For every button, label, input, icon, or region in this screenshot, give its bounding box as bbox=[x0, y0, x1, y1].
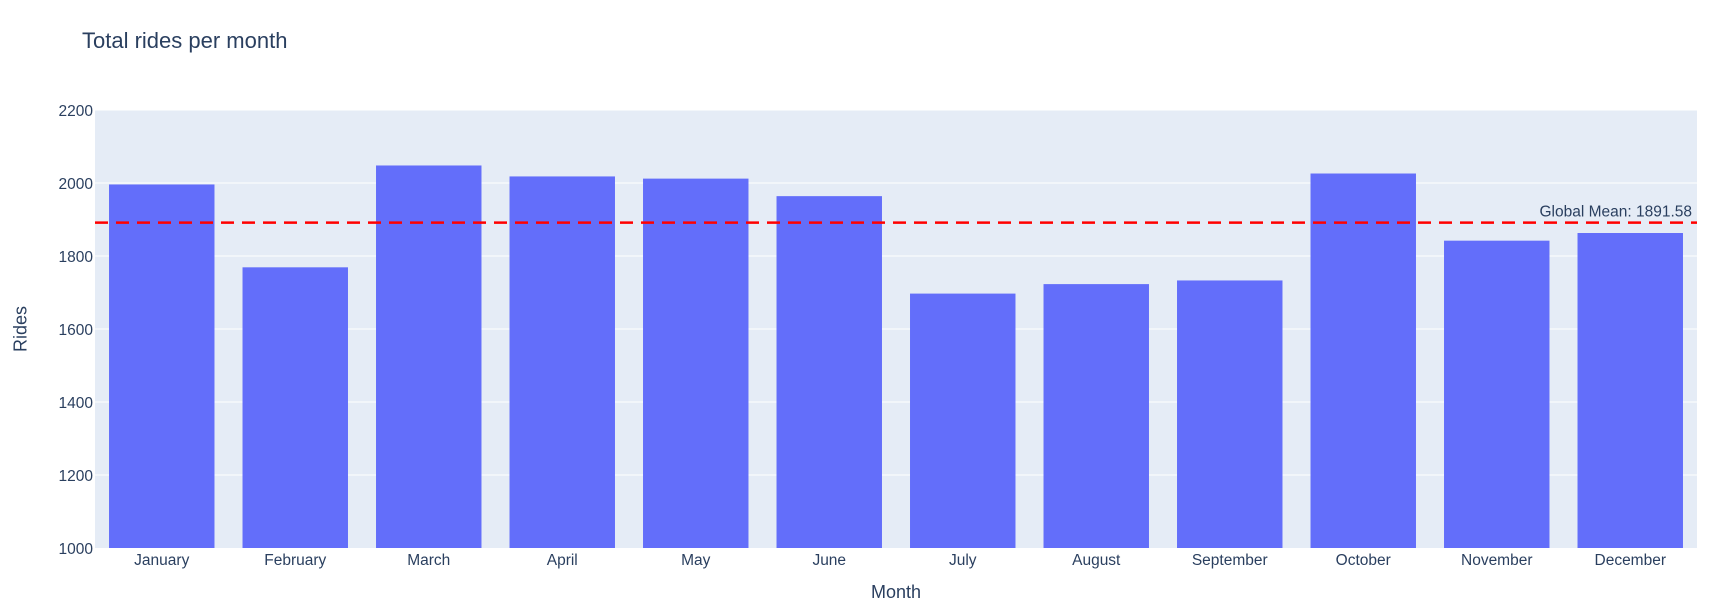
gridlines bbox=[95, 109, 1697, 476]
x-tick-label: September bbox=[1192, 552, 1268, 569]
mean-line-group: Global Mean: 1891.58 bbox=[95, 204, 1697, 224]
x-tick-label: March bbox=[407, 552, 450, 569]
x-tick-label: April bbox=[547, 552, 578, 569]
bar-september bbox=[1177, 280, 1283, 548]
x-axis-title: Month bbox=[871, 582, 921, 602]
bars bbox=[109, 165, 1683, 549]
y-axis-ticks: 1000 1200 1400 1600 1800 2000 2200 bbox=[59, 103, 94, 558]
bar-october bbox=[1310, 173, 1416, 548]
bar-may bbox=[643, 178, 749, 548]
bar-march bbox=[376, 165, 482, 549]
chart-title: Total rides per month bbox=[82, 28, 287, 53]
y-tick-label: 2200 bbox=[59, 103, 94, 120]
bar-january bbox=[109, 184, 215, 548]
bar-february bbox=[242, 267, 348, 548]
y-tick-label: 1800 bbox=[59, 249, 94, 266]
x-tick-label: October bbox=[1336, 552, 1391, 569]
x-tick-label: December bbox=[1595, 552, 1667, 569]
y-tick-label: 1000 bbox=[59, 541, 94, 558]
x-tick-label: August bbox=[1072, 552, 1121, 569]
y-tick-label: 2000 bbox=[59, 176, 94, 193]
bar-august bbox=[1043, 284, 1149, 548]
y-tick-label: 1600 bbox=[59, 322, 94, 339]
bar-june bbox=[776, 196, 882, 548]
bar-july bbox=[910, 293, 1016, 548]
global-mean-label: Global Mean: 1891.58 bbox=[1539, 204, 1692, 221]
x-tick-label: January bbox=[134, 552, 189, 569]
bar-november bbox=[1444, 240, 1550, 549]
bar-april bbox=[509, 176, 615, 548]
y-axis-title: Rides bbox=[10, 306, 30, 352]
x-axis-ticks: January February March April May June July Augu… bbox=[134, 552, 1666, 569]
bar-december bbox=[1577, 233, 1683, 548]
x-tick-label: June bbox=[812, 552, 846, 569]
y-tick-label: 1200 bbox=[59, 468, 94, 485]
x-tick-label: July bbox=[949, 552, 977, 569]
x-tick-label: November bbox=[1461, 552, 1533, 569]
y-tick-label: 1400 bbox=[59, 395, 94, 412]
x-tick-label: February bbox=[264, 552, 326, 569]
x-tick-label: May bbox=[681, 552, 711, 569]
